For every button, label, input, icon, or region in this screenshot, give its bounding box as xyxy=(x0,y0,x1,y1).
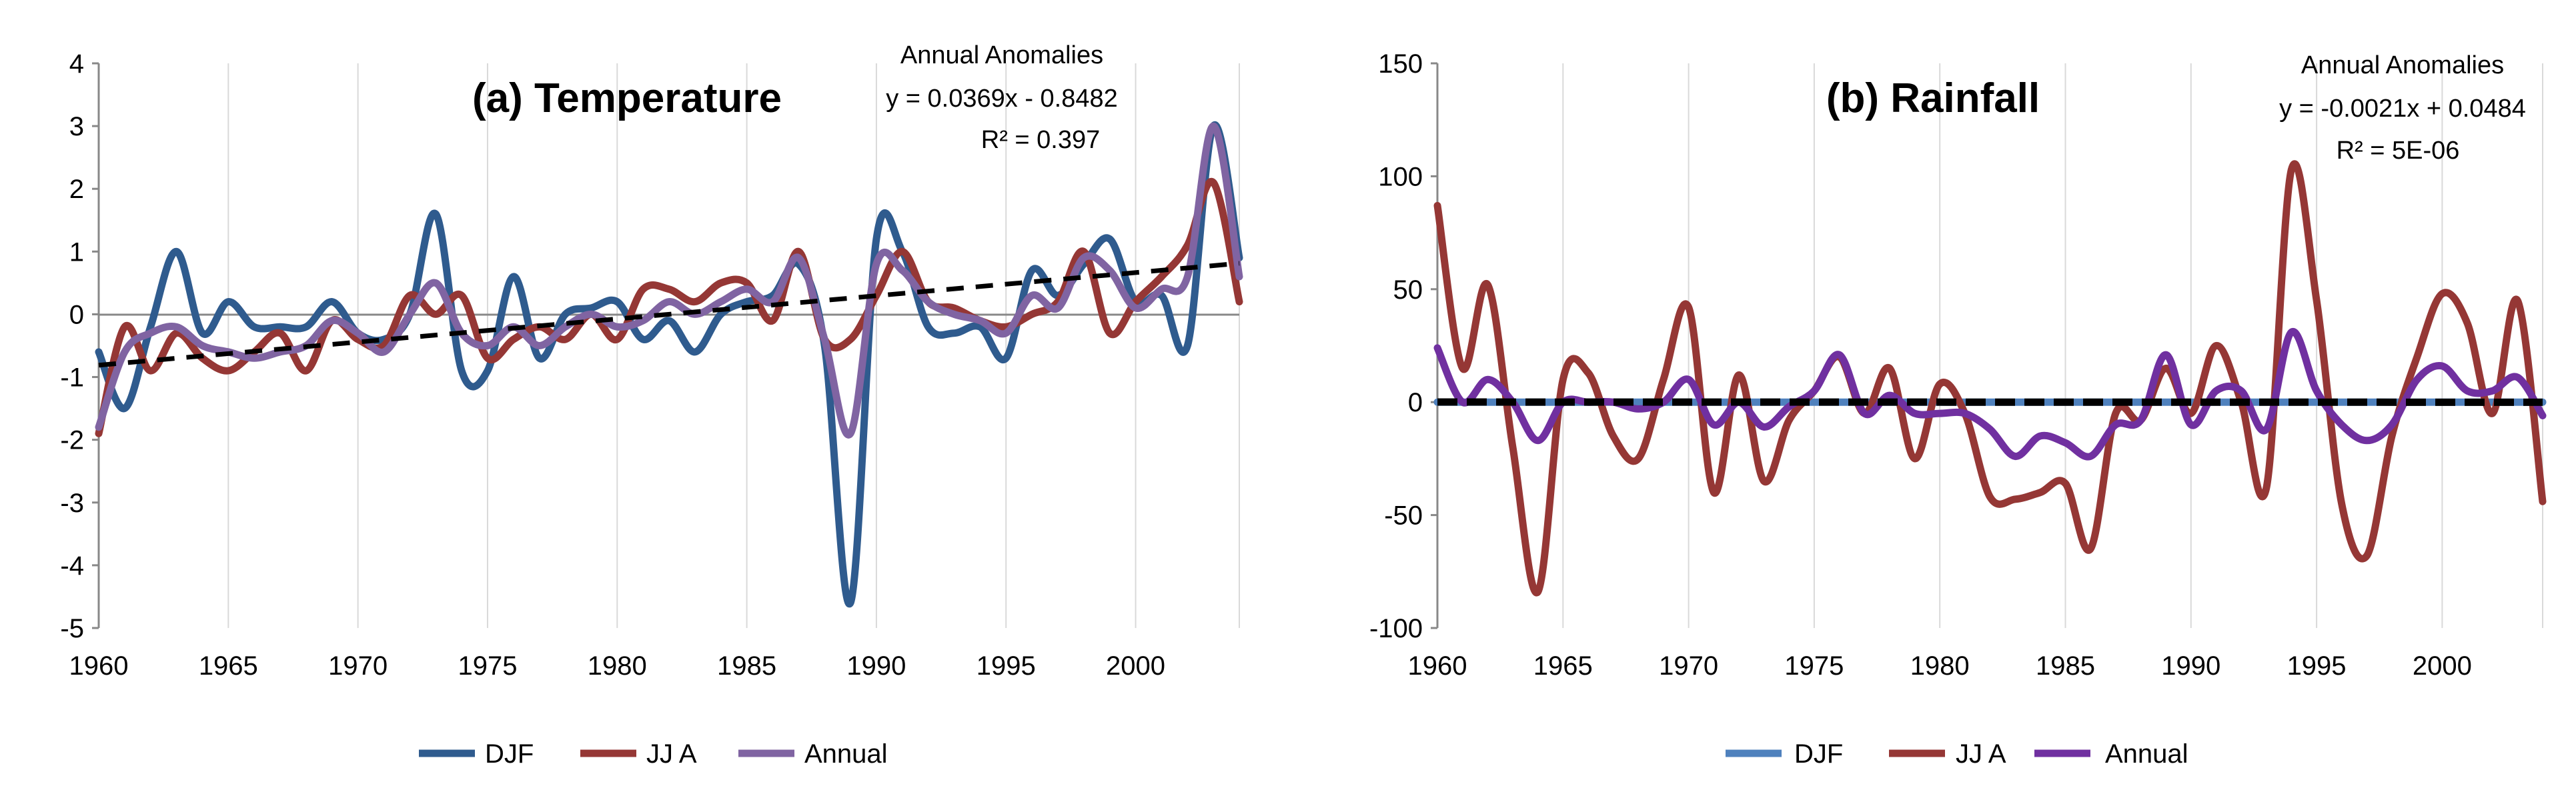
temperature-r-squared: R² = 0.397 xyxy=(981,126,1101,154)
rainfall-legend-jja-label: JJ A xyxy=(1956,739,2006,769)
rainfall-series-annual xyxy=(1437,331,2543,457)
rainfall-trend-equation: y = -0.0021x + 0.0484 xyxy=(2279,95,2526,123)
temperature-series-jja xyxy=(99,181,1239,433)
temperature-y-tick-label: -3 xyxy=(60,489,84,518)
rainfall-r-squared: R² = 5E-06 xyxy=(2337,137,2460,165)
temperature-y-tick-label: -2 xyxy=(60,426,84,455)
rainfall-y-tick-label: -100 xyxy=(1369,614,1423,643)
temperature-x-tick-label: 1960 xyxy=(69,651,129,681)
rainfall-x-tick-label: 1985 xyxy=(2036,651,2095,681)
temperature-x-tick-label: 1995 xyxy=(977,651,1036,681)
temperature-chart: -5 -4 -3 -2 -1 0 1 2 3 4 1960 1965 1970 1975 1980 1985… xyxy=(60,41,1239,769)
temperature-series-djf xyxy=(99,125,1239,604)
rainfall-x-tick-label: 1990 xyxy=(2161,651,2220,681)
rainfall-x-tick-label: 1970 xyxy=(1659,651,1718,681)
temperature-x-tick-label: 1970 xyxy=(328,651,388,681)
temperature-legend-annual-label: Annual xyxy=(804,739,888,769)
temperature-x-tick-label: 1980 xyxy=(588,651,647,681)
temperature-y-tick-label: 0 xyxy=(69,300,84,329)
temperature-x-tick-label: 1985 xyxy=(717,651,776,681)
rainfall-x-tick-label: 1995 xyxy=(2287,651,2347,681)
rainfall-y-tick-label: -50 xyxy=(1384,501,1423,531)
rainfall-y-tick-label: 50 xyxy=(1393,275,1423,305)
temperature-y-tick-label: -5 xyxy=(60,614,84,643)
rainfall-y-tick-label: 150 xyxy=(1378,49,1423,79)
temperature-x-tick-label: 1965 xyxy=(199,651,258,681)
temperature-x-tick-label: 2000 xyxy=(1106,651,1165,681)
rainfall-y-tick-label: 0 xyxy=(1408,388,1423,417)
rainfall-x-tick-label: 1965 xyxy=(1533,651,1593,681)
temperature-y-tick-label: -4 xyxy=(60,551,84,581)
rainfall-annotation-heading: Annual Anomalies xyxy=(2301,51,2504,79)
temperature-title: (a) Temperature xyxy=(472,75,782,121)
rainfall-legend-djf-label: DJF xyxy=(1794,739,1843,769)
rainfall-x-tick-label: 1960 xyxy=(1408,651,1467,681)
temperature-y-tick-label: 4 xyxy=(69,49,84,79)
temperature-annotation-heading: Annual Anomalies xyxy=(900,41,1103,69)
temperature-x-tick-label: 1990 xyxy=(846,651,906,681)
rainfall-x-tick-label: 1980 xyxy=(1910,651,1970,681)
rainfall-y-tick-label: 100 xyxy=(1378,162,1423,191)
rainfall-legend: DJF JJ A Annual xyxy=(1726,739,2188,769)
temperature-x-tick-label: 1975 xyxy=(458,651,517,681)
rainfall-title: (b) Rainfall xyxy=(1826,75,2040,121)
rainfall-x-tick-label: 1975 xyxy=(1784,651,1844,681)
temperature-trend-equation: y = 0.0369x - 0.8482 xyxy=(886,85,1118,113)
temperature-y-tick-label: 1 xyxy=(69,237,84,267)
temperature-legend-jja-label: JJ A xyxy=(646,739,697,769)
temperature-legend-djf-label: DJF xyxy=(485,739,534,769)
temperature-y-tick-label: -1 xyxy=(60,363,84,393)
rainfall-legend-annual-label: Annual xyxy=(2105,739,2188,769)
temperature-y-tick-label: 3 xyxy=(69,112,84,141)
temperature-y-tick-label: 2 xyxy=(69,175,84,204)
rainfall-x-tick-label: 2000 xyxy=(2413,651,2472,681)
rainfall-chart: -100 -50 0 50 100 150 1960 1965 1970 1975 1980 198… xyxy=(1369,49,2543,769)
temperature-legend: DJF JJ A Annual xyxy=(419,739,888,769)
rainfall-series-jja xyxy=(1437,164,2543,593)
